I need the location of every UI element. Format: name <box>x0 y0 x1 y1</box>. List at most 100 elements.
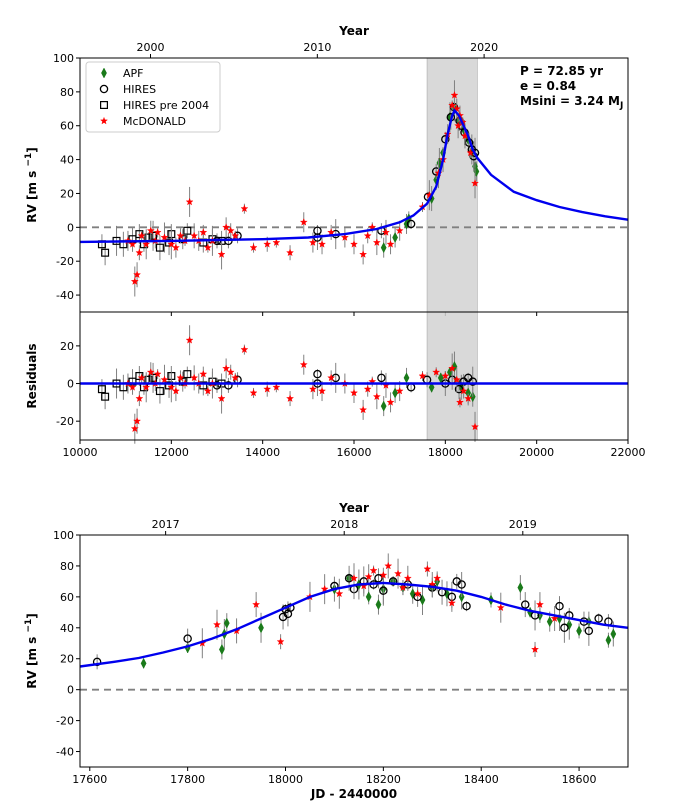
data-point <box>101 392 110 401</box>
data-point <box>471 422 479 431</box>
data-point <box>155 243 164 252</box>
data-point <box>379 586 388 595</box>
y-axis-label: RV [m s −1] <box>24 147 39 223</box>
data-point <box>176 373 185 382</box>
data-point <box>546 616 553 628</box>
top-axis-label: Year <box>338 501 369 515</box>
y-tick-label: 80 <box>60 86 74 99</box>
data-point <box>457 580 466 589</box>
data-point <box>133 417 142 425</box>
y-axis-label-main: RV [m s <box>25 167 39 223</box>
data-point <box>462 601 471 611</box>
y-tick-label: 40 <box>60 622 74 635</box>
y-axis-label: RV [m s −1] <box>24 613 39 689</box>
y-tick-label: 20 <box>60 340 74 353</box>
series-hires <box>92 566 613 670</box>
y-tick-label: -40 <box>56 289 74 302</box>
data-point <box>394 569 403 578</box>
data-point <box>380 400 387 412</box>
data-point <box>142 240 151 248</box>
y-tick-label: -20 <box>56 255 74 268</box>
data-point <box>217 394 226 402</box>
data-point <box>167 240 176 248</box>
data-point <box>135 230 144 239</box>
data-point <box>380 242 387 254</box>
data-point <box>327 373 336 382</box>
data-point <box>249 243 258 252</box>
y-axis-label: Residuals <box>25 343 39 408</box>
data-point <box>223 617 230 629</box>
data-point <box>384 561 393 570</box>
axes-frame <box>79 311 629 441</box>
y-axis-label-end: ] <box>25 613 39 618</box>
top-tick-label: 2019 <box>509 518 537 531</box>
data-point <box>185 336 194 344</box>
data-point <box>392 231 398 244</box>
data-point <box>454 384 464 394</box>
x-tick-label: 16000 <box>337 446 372 459</box>
rv-zoom-panel: -40 -20 0 20 40 60 80 100 17600 17800 18000 18200 18… <box>24 501 629 801</box>
data-point <box>413 589 422 598</box>
data-point <box>240 204 249 213</box>
residuals-panel: -20 0 20 10000 12000 14000 16000 18000 20000 2200… <box>25 311 646 459</box>
data-point <box>350 240 358 248</box>
y-tick-label: 40 <box>60 154 74 167</box>
data-point <box>308 238 317 246</box>
data-point <box>320 584 329 593</box>
data-point <box>276 637 285 646</box>
data-point <box>379 571 388 579</box>
annotation-msini: Msini = 3.24 MJ <box>520 94 623 111</box>
data-point <box>610 628 617 640</box>
data-point <box>226 368 235 376</box>
y-tick-label: 100 <box>53 52 74 65</box>
y-axis-label-end: ] <box>25 147 39 152</box>
y-axis-label-sup: −1 <box>24 619 34 633</box>
top-tick-label: 2018 <box>330 518 358 531</box>
data-point <box>450 91 459 99</box>
data-point <box>153 228 162 236</box>
data-point <box>318 386 327 395</box>
data-point <box>142 383 151 391</box>
data-point <box>459 386 468 395</box>
axes-frame <box>79 534 629 768</box>
data-point <box>222 223 231 231</box>
top-tick-label: 2010 <box>303 41 331 54</box>
data-point <box>299 218 308 226</box>
data-point <box>335 589 344 598</box>
data-point <box>403 574 412 582</box>
data-point <box>363 385 372 393</box>
data-point <box>517 582 524 594</box>
data-point <box>149 373 158 382</box>
data-point <box>222 364 231 372</box>
data-point <box>286 394 295 402</box>
legend: APF HIRES HIRES pre 2004 McDONALD <box>85 61 221 133</box>
data-point <box>165 238 174 247</box>
data-point <box>418 371 427 380</box>
data-point <box>374 574 383 583</box>
y-tick-label: 20 <box>60 653 74 666</box>
data-point <box>377 373 386 383</box>
series-hires-pre-2004 <box>97 362 226 410</box>
data-point <box>406 219 416 229</box>
x-tick-label: 17600 <box>72 773 107 786</box>
data-point <box>226 226 235 235</box>
x-tick-label: 18200 <box>366 773 401 786</box>
data-point <box>258 622 264 634</box>
data-point <box>350 388 358 397</box>
y-tick-label: -40 <box>56 746 74 759</box>
data-point <box>183 370 192 379</box>
model-curve <box>79 581 629 668</box>
data-point <box>190 231 199 240</box>
data-point <box>555 601 564 611</box>
data-point <box>455 398 464 406</box>
data-point <box>272 238 281 246</box>
x-tick-label: 18400 <box>464 773 499 786</box>
data-point <box>128 240 137 248</box>
data-point <box>448 101 457 109</box>
data-point <box>213 620 221 629</box>
data-point <box>130 277 139 285</box>
data-point <box>365 591 372 603</box>
data-point <box>160 233 169 241</box>
data-point <box>350 574 358 582</box>
data-point <box>398 583 407 591</box>
